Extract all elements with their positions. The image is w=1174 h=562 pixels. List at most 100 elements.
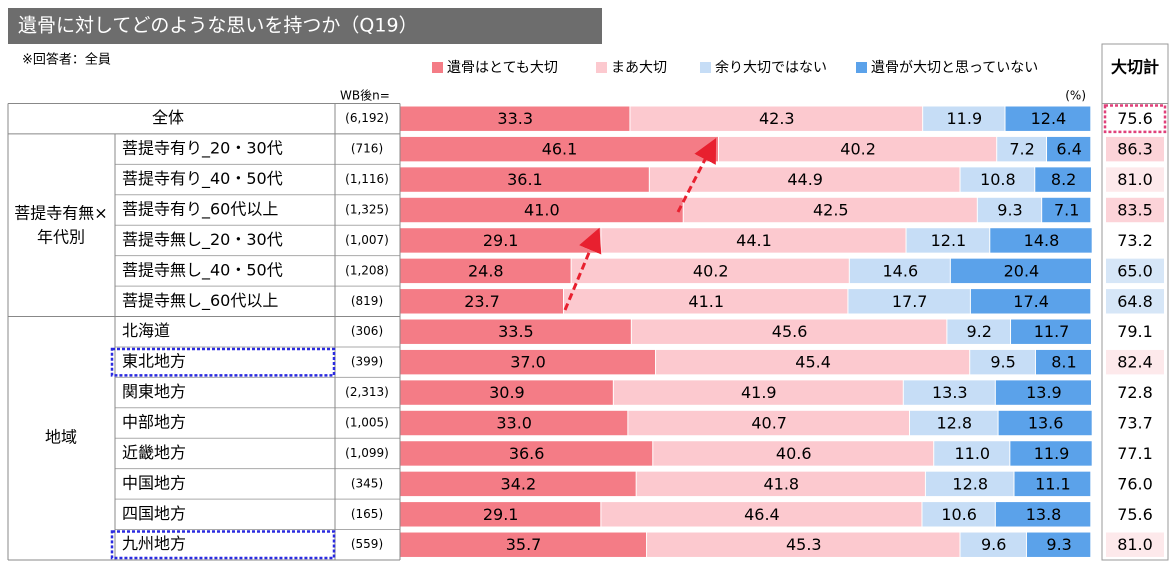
value-label: 12.8 <box>952 474 988 493</box>
value-label: 7.2 <box>1009 140 1034 159</box>
value-label: 12.1 <box>931 231 967 250</box>
total-label: 73.2 <box>1117 231 1153 250</box>
value-label: 11.0 <box>954 444 990 463</box>
bar-segment <box>647 532 960 557</box>
total-cell <box>1106 136 1164 162</box>
value-label: 29.1 <box>483 505 519 524</box>
bar-segment <box>1042 197 1091 223</box>
bar-segment <box>1035 349 1091 375</box>
value-label: 41.8 <box>763 474 799 493</box>
bar-segment <box>628 410 910 436</box>
total-cell <box>1106 106 1164 131</box>
total-label: 73.7 <box>1117 414 1153 433</box>
bar-segment <box>601 502 922 527</box>
value-label: 9.3 <box>1046 535 1071 554</box>
sample-size: (1,099) <box>345 446 389 460</box>
value-label: 45.3 <box>786 535 822 554</box>
value-label: 13.6 <box>1028 414 1064 433</box>
value-label: 17.7 <box>892 292 928 311</box>
total-label: 75.6 <box>1117 505 1153 524</box>
value-label: 45.4 <box>795 353 831 372</box>
value-label: 11.1 <box>1035 474 1071 493</box>
legend-label: まあ大切 <box>611 60 667 76</box>
bar-segment <box>923 106 1005 131</box>
bar-segment <box>653 441 934 466</box>
total-cell <box>1106 441 1164 466</box>
bar-segment <box>960 532 1026 557</box>
sample-size: (2,313) <box>345 385 389 399</box>
row-label: 菩提寺有り_20・30代 <box>122 139 283 159</box>
value-label: 13.9 <box>1026 383 1062 402</box>
total-cell <box>1106 380 1164 405</box>
value-label: 14.8 <box>1024 231 1060 250</box>
value-label: 29.1 <box>483 231 519 250</box>
legend-swatch <box>596 62 607 73</box>
total-cell <box>1106 167 1164 192</box>
bar-segment <box>960 167 1035 192</box>
legend-swatch <box>432 62 443 73</box>
total-cell <box>1106 502 1164 527</box>
row-label: 菩提寺有り_60代以上 <box>122 200 278 220</box>
value-label: 11.7 <box>1034 322 1070 341</box>
chart-title: 遺骨に対してどのような思いを持つか（Q19） <box>18 15 418 37</box>
value-label: 33.0 <box>496 414 532 433</box>
value-label: 20.4 <box>1004 261 1040 280</box>
total-label: 65.0 <box>1117 261 1153 280</box>
bar-segment <box>719 136 997 162</box>
bar-segment <box>630 106 923 131</box>
legend-label: 遺骨はとても大切 <box>447 60 558 76</box>
bar-segment <box>400 471 636 497</box>
bar-segment <box>400 410 628 436</box>
legend-label: 遺骨が大切と思っていない <box>871 60 1038 76</box>
bar-segment <box>400 532 647 557</box>
total-label: 86.3 <box>1117 140 1153 159</box>
legend-swatch <box>856 62 867 73</box>
total-cell <box>1106 471 1164 497</box>
bar-segment <box>1005 106 1091 131</box>
legend-swatch <box>700 62 711 73</box>
value-label: 41.1 <box>688 292 724 311</box>
bar-segment <box>995 380 1091 405</box>
n-header: WB後n= <box>340 89 390 103</box>
bar-segment <box>995 502 1091 527</box>
highlight <box>110 347 336 377</box>
value-label: 24.8 <box>468 261 504 280</box>
group-label: 菩提寺有無× <box>14 204 107 223</box>
bar-segment <box>1010 441 1092 466</box>
value-label: 13.3 <box>932 383 968 402</box>
bar-segment <box>1047 136 1091 162</box>
bar-segment <box>656 349 970 375</box>
value-label: 40.6 <box>776 444 812 463</box>
total-cell <box>1106 289 1164 314</box>
sample-size: (819) <box>351 294 383 308</box>
value-label: 42.3 <box>759 109 795 128</box>
bar-segment <box>613 380 903 405</box>
sample-size: (1,325) <box>345 203 389 217</box>
total-label: 79.1 <box>1117 322 1153 341</box>
sample-size: (306) <box>351 324 383 338</box>
bar-segment <box>934 441 1010 466</box>
bar-segment <box>631 319 947 344</box>
bar-segment <box>683 197 977 223</box>
row-label: 菩提寺無し_60代以上 <box>122 291 278 311</box>
sample-size: (399) <box>351 355 383 369</box>
bar-segment <box>910 410 998 436</box>
value-label: 8.2 <box>1051 170 1076 189</box>
value-label: 40.7 <box>751 414 787 433</box>
row-label: 菩提寺無し_40・50代 <box>122 260 283 280</box>
value-label: 40.2 <box>840 140 876 159</box>
sample-size: (559) <box>351 537 383 551</box>
total-cell <box>1106 197 1164 223</box>
value-label: 23.7 <box>464 292 500 311</box>
value-label: 46.4 <box>744 505 780 524</box>
row-label: 中国地方 <box>122 473 186 492</box>
highlight <box>1103 104 1167 134</box>
value-label: 10.8 <box>980 170 1016 189</box>
group-label: 年代別 <box>37 228 85 247</box>
total-label: 82.4 <box>1117 353 1153 372</box>
bar-segment <box>903 380 995 405</box>
bar-segment <box>1035 167 1091 192</box>
value-label: 9.5 <box>990 353 1015 372</box>
group-label: 地域 <box>45 428 77 447</box>
